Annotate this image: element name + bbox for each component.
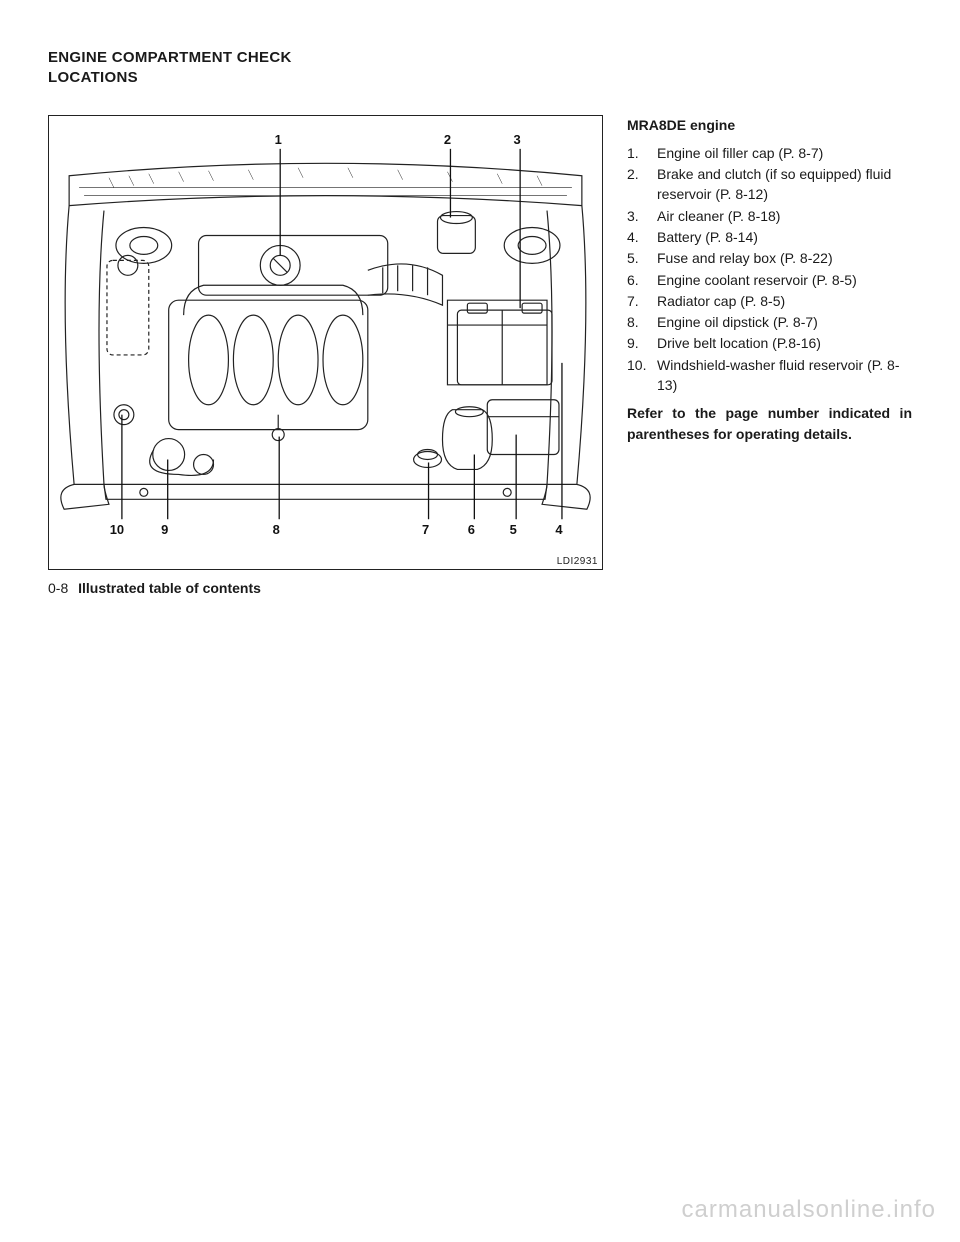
item-text: Engine oil filler cap (P. 8-7) (657, 143, 912, 163)
item-num: 9. (627, 333, 657, 353)
list-item: 8.Engine oil dipstick (P. 8-7) (627, 312, 912, 332)
item-text: Brake and clutch (if so equipped) fluid … (657, 164, 912, 205)
list-item: 1.Engine oil filler cap (P. 8-7) (627, 143, 912, 163)
section-title-line1: ENGINE COMPARTMENT CHECK (48, 49, 292, 66)
item-num: 1. (627, 143, 657, 163)
component-list: 1.Engine oil filler cap (P. 8-7) 2.Brake… (627, 143, 912, 396)
item-num: 8. (627, 312, 657, 332)
item-text: Engine oil dipstick (P. 8-7) (657, 312, 912, 332)
item-text: Radiator cap (P. 8-5) (657, 291, 912, 311)
list-item: 4.Battery (P. 8-14) (627, 227, 912, 247)
callout-9: 9 (161, 522, 168, 537)
item-text: Battery (P. 8-14) (657, 227, 912, 247)
callout-4: 4 (555, 522, 563, 537)
item-num: 2. (627, 164, 657, 205)
list-item: 9.Drive belt location (P.8-16) (627, 333, 912, 353)
item-num: 6. (627, 270, 657, 290)
engine-diagram-svg: 1 2 3 10 9 8 7 6 5 4 (49, 116, 602, 569)
engine-diagram: 1 2 3 10 9 8 7 6 5 4 LDI2931 (48, 115, 603, 570)
list-item: 6.Engine coolant reservoir (P. 8-5) (627, 270, 912, 290)
page-number: 0-8 (48, 580, 68, 596)
legend-column: MRA8DE engine 1.Engine oil filler cap (P… (627, 115, 912, 596)
diagram-code: LDI2931 (557, 556, 598, 567)
callout-8: 8 (273, 522, 280, 537)
watermark: carmanualsonline.info (682, 1196, 936, 1224)
refer-note: Refer to the page number indicated in pa… (627, 403, 912, 444)
item-num: 5. (627, 248, 657, 268)
callout-5: 5 (510, 522, 517, 537)
item-num: 3. (627, 206, 657, 226)
item-num: 4. (627, 227, 657, 247)
callout-2: 2 (444, 131, 451, 146)
item-text: Fuse and relay box (P. 8-22) (657, 248, 912, 268)
list-item: 2.Brake and clutch (if so equipped) flui… (627, 164, 912, 205)
callout-7: 7 (422, 522, 429, 537)
list-item: 10.Windshield-washer fluid reservoir (P.… (627, 355, 912, 396)
diagram-column: 1 2 3 10 9 8 7 6 5 4 LDI2931 0-8 Illustr… (48, 115, 603, 596)
section-title-line2: LOCATIONS (48, 69, 138, 86)
item-text: Drive belt location (P.8-16) (657, 333, 912, 353)
content-row: 1 2 3 10 9 8 7 6 5 4 LDI2931 0-8 Illustr… (48, 115, 912, 596)
item-num: 10. (627, 355, 657, 396)
callout-6: 6 (468, 522, 475, 537)
callout-3: 3 (514, 131, 521, 146)
item-text: Air cleaner (P. 8-18) (657, 206, 912, 226)
list-item: 5.Fuse and relay box (P. 8-22) (627, 248, 912, 268)
item-text: Windshield-washer fluid reservoir (P. 8-… (657, 355, 912, 396)
page-footer: 0-8 Illustrated table of contents (48, 580, 603, 596)
item-text: Engine coolant reservoir (P. 8-5) (657, 270, 912, 290)
list-item: 3.Air cleaner (P. 8-18) (627, 206, 912, 226)
callout-10: 10 (110, 522, 124, 537)
item-num: 7. (627, 291, 657, 311)
list-item: 7.Radiator cap (P. 8-5) (627, 291, 912, 311)
engine-name: MRA8DE engine (627, 115, 912, 135)
footer-title: Illustrated table of contents (78, 580, 261, 596)
callout-1: 1 (275, 131, 282, 146)
section-title: ENGINE COMPARTMENT CHECK LOCATIONS (48, 48, 912, 89)
